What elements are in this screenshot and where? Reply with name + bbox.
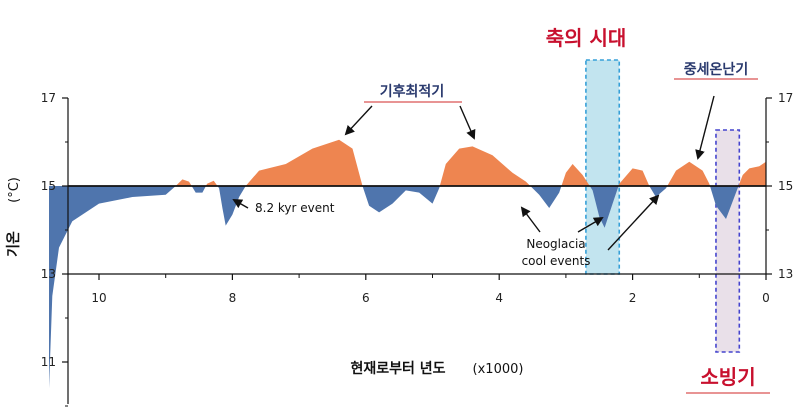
x-tick-label-6: 6 (362, 291, 370, 305)
annotation-neoglacial-line2: cool events (522, 254, 591, 268)
annotation-little-ice-age: 소빙기 (700, 365, 755, 389)
cool-anomaly-area (49, 186, 766, 389)
highlight-band-lia (715, 129, 741, 353)
y-axis-label: 기온 (6, 231, 22, 257)
annotation-medieval-warm: 중세온난기 (684, 61, 748, 78)
annotation-climatic-optimum: 기후최적기 (380, 83, 444, 100)
arrow-climatic-optimum-right (459, 105, 476, 140)
annotation-arrows (232, 95, 715, 251)
arrow-neoglacial-2 (577, 217, 604, 233)
x-tick-label-2: 2 (629, 291, 637, 305)
highlight-band-axial (585, 59, 621, 275)
annotations: 기후최적기 8.2 kyr event Neoglacia cool event… (255, 26, 770, 394)
y-tick-label-left-17: 17 (41, 91, 56, 105)
arrow-medieval-warm (695, 95, 715, 160)
warm-anomaly-area (49, 139, 766, 186)
arrow-neoglacial-1 (520, 206, 541, 233)
axes (62, 97, 772, 407)
y-tick-label-right-17: 17 (778, 91, 793, 105)
y-axis-title: 기온 (°C) (6, 177, 22, 257)
arrow-8-2-kyr (232, 199, 249, 209)
x-tick-label-8: 8 (229, 291, 237, 305)
arrow-neoglacial-3 (607, 194, 660, 251)
annotation-8-2-kyr-event: 8.2 kyr event (255, 201, 335, 215)
x-tick-label-4: 4 (495, 291, 503, 305)
x-axis-title: 현재로부터 년도 (x1000) (350, 361, 523, 377)
tick-labels: 17 15 13 11 17 15 13 10 8 6 4 2 0 (41, 91, 794, 369)
y-tick-label-left-15: 15 (41, 179, 56, 193)
y-tick-label-left-13: 13 (41, 267, 56, 281)
annotation-neoglacial-line1: Neoglacia (526, 237, 585, 251)
y-axis-unit: (°C) (7, 177, 22, 203)
arrow-climatic-optimum-left (344, 105, 373, 136)
y-tick-label-left-11: 11 (41, 355, 56, 369)
x-tick-label-0: 0 (762, 291, 770, 305)
annotation-axial-age: 축의 시대 (546, 26, 627, 50)
x-tick-label-10: 10 (91, 291, 106, 305)
y-tick-label-right-15: 15 (778, 179, 793, 193)
x-axis-label: 현재로부터 년도 (350, 361, 445, 377)
y-tick-label-right-13: 13 (778, 267, 793, 281)
x-axis-unit: (x1000) (473, 362, 524, 377)
